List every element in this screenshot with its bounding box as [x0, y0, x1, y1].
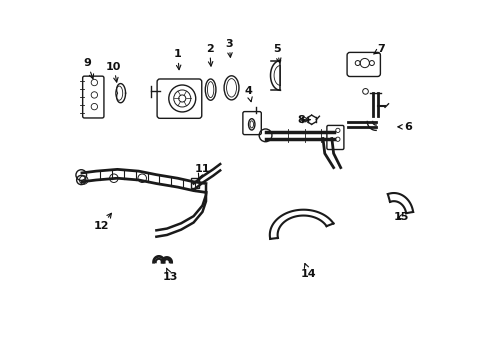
Text: 10: 10 — [106, 62, 122, 82]
Text: 15: 15 — [393, 212, 409, 222]
Text: 7: 7 — [373, 44, 385, 54]
Text: 2: 2 — [206, 44, 214, 66]
Text: 3: 3 — [225, 39, 233, 57]
Text: 11: 11 — [195, 165, 210, 179]
Text: 13: 13 — [163, 268, 178, 283]
Text: 12: 12 — [94, 213, 111, 231]
Text: 8: 8 — [298, 115, 310, 125]
Text: 9: 9 — [83, 58, 94, 79]
Text: 1: 1 — [174, 49, 181, 70]
Text: 6: 6 — [398, 122, 412, 132]
Text: 4: 4 — [245, 86, 252, 102]
Text: 5: 5 — [273, 44, 281, 63]
Text: 14: 14 — [301, 264, 317, 279]
